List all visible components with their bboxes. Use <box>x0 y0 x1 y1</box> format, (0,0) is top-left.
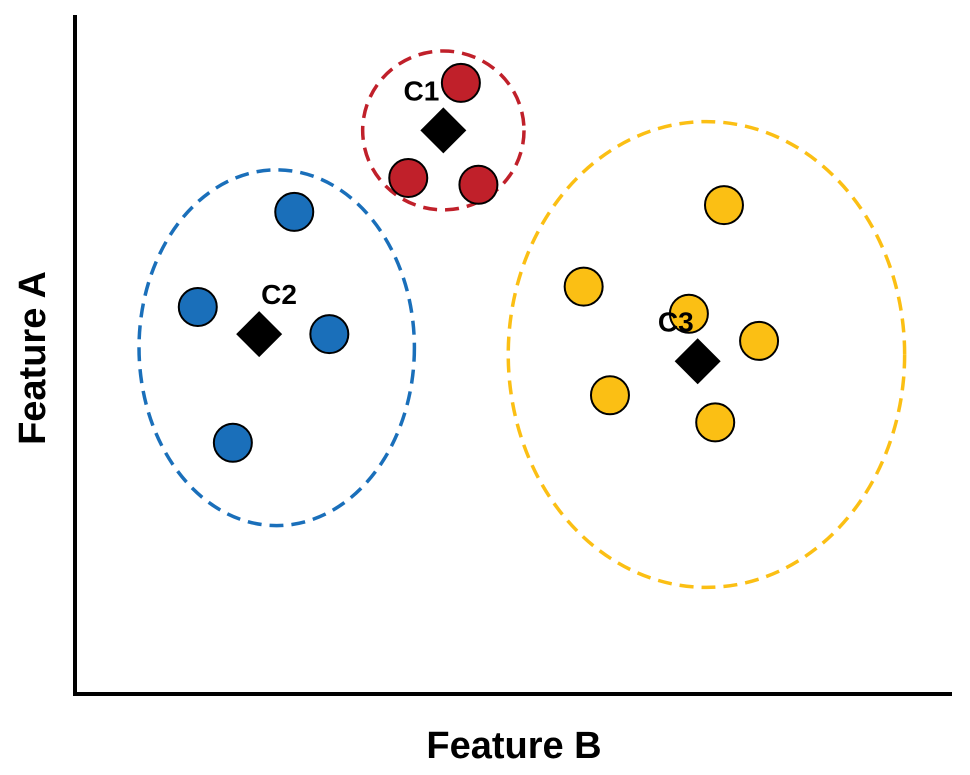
y-axis-title: Feature A <box>12 271 54 445</box>
centroid-marker-c1 <box>420 107 467 154</box>
axis-lines <box>73 15 952 696</box>
data-point-c1-3 <box>458 164 499 205</box>
cluster-boundary-c3 <box>506 119 907 590</box>
data-point-c1-2 <box>388 157 429 198</box>
data-point-c3-2 <box>703 185 744 226</box>
centroids: C1 C2 C3 <box>236 75 721 385</box>
data-point-c2-2 <box>177 286 218 327</box>
data-point-c2-4 <box>212 422 253 463</box>
data-point-c2-3 <box>309 314 350 355</box>
data-point-c3-3 <box>668 293 709 334</box>
data-point-c3-5 <box>589 375 630 416</box>
centroid-label-c3: C3 <box>658 306 694 337</box>
cluster-boundaries <box>137 49 907 590</box>
centroid-label-c2: C2 <box>261 279 297 310</box>
data-point-c2-1 <box>274 191 315 232</box>
axes: Feature B Feature A <box>12 15 952 767</box>
x-axis-title: Feature B <box>426 725 601 767</box>
centroid-label-c1: C1 <box>404 75 440 106</box>
data-point-c3-4 <box>739 320 780 361</box>
data-points <box>177 62 780 463</box>
data-point-c3-6 <box>695 402 736 443</box>
centroid-marker-c2 <box>236 311 283 358</box>
cluster-boundary-c2 <box>137 168 417 528</box>
cluster-boundary-c1 <box>360 49 526 212</box>
centroid-marker-c3 <box>674 338 721 385</box>
data-point-c3-1 <box>563 266 604 307</box>
data-point-c1-1 <box>440 62 481 103</box>
